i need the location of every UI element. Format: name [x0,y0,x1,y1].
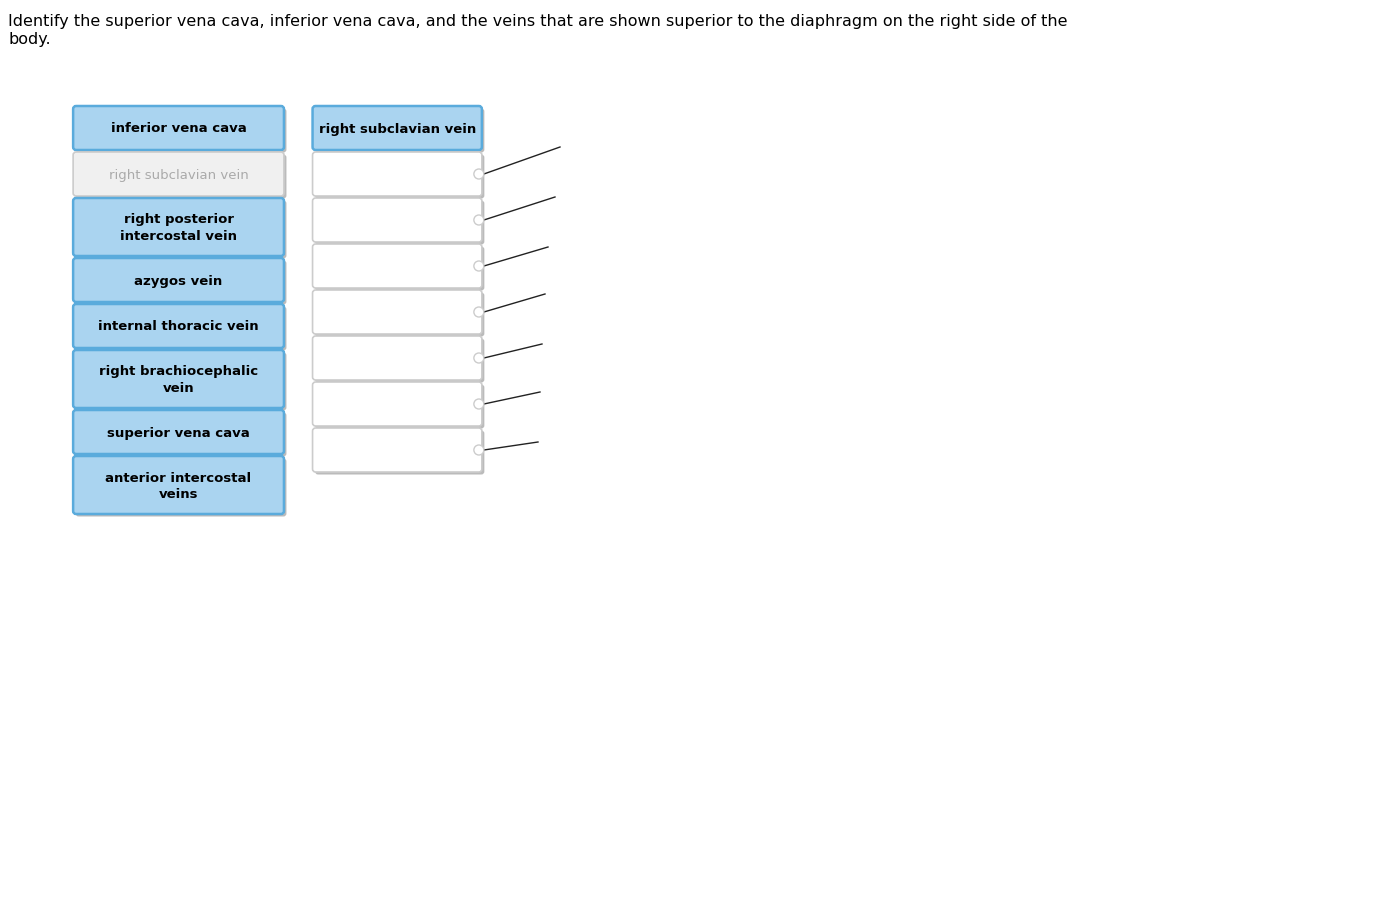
Circle shape [473,169,484,179]
Text: right posterior
intercostal vein: right posterior intercostal vein [120,213,237,242]
Circle shape [473,308,484,318]
FancyBboxPatch shape [313,291,482,334]
FancyBboxPatch shape [73,199,284,257]
Text: internal thoracic vein: internal thoracic vein [98,320,259,333]
FancyBboxPatch shape [316,156,484,200]
FancyBboxPatch shape [316,431,484,475]
FancyBboxPatch shape [316,339,484,384]
FancyBboxPatch shape [313,153,482,197]
Circle shape [473,261,484,271]
FancyBboxPatch shape [316,247,484,292]
FancyBboxPatch shape [76,307,286,351]
FancyBboxPatch shape [316,385,484,429]
FancyBboxPatch shape [313,107,482,151]
Text: anterior intercostal
veins: anterior intercostal veins [105,471,252,500]
Text: right brachiocephalic
vein: right brachiocephalic vein [100,365,257,394]
Text: inferior vena cava: inferior vena cava [111,122,246,136]
FancyBboxPatch shape [73,351,284,408]
FancyBboxPatch shape [313,428,482,473]
Circle shape [473,445,484,456]
FancyBboxPatch shape [76,109,286,153]
FancyBboxPatch shape [73,456,284,515]
FancyBboxPatch shape [76,459,286,517]
FancyBboxPatch shape [73,107,284,151]
Text: Identify the superior vena cava, inferior vena cava, and the veins that are show: Identify the superior vena cava, inferio… [8,14,1067,29]
FancyBboxPatch shape [313,245,482,289]
Text: azygos vein: azygos vein [134,274,223,287]
FancyBboxPatch shape [313,199,482,242]
FancyBboxPatch shape [73,259,284,302]
FancyBboxPatch shape [76,201,286,260]
FancyBboxPatch shape [73,304,284,349]
FancyBboxPatch shape [316,293,484,337]
Text: superior vena cava: superior vena cava [107,426,251,439]
FancyBboxPatch shape [73,153,284,197]
FancyBboxPatch shape [313,337,482,381]
Bar [482,0,1384,911]
FancyBboxPatch shape [76,261,286,305]
FancyBboxPatch shape [316,201,484,245]
FancyBboxPatch shape [313,383,482,426]
Circle shape [473,400,484,410]
Text: right subclavian vein: right subclavian vein [318,122,476,136]
FancyBboxPatch shape [316,109,484,153]
Circle shape [473,353,484,363]
Text: body.: body. [8,32,51,47]
FancyBboxPatch shape [76,413,286,457]
Circle shape [473,216,484,226]
FancyBboxPatch shape [76,353,286,411]
Text: right subclavian vein: right subclavian vein [109,169,248,181]
FancyBboxPatch shape [73,411,284,455]
FancyBboxPatch shape [76,156,286,200]
